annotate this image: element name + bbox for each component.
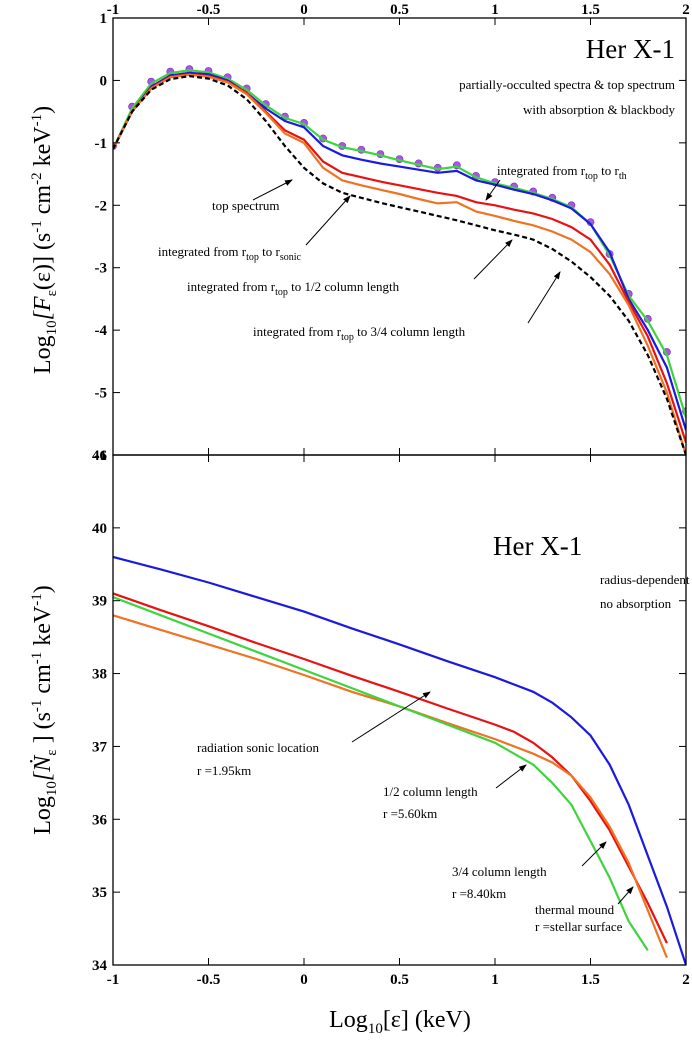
- x-tick-label: 1.5: [581, 2, 600, 18]
- title: Her X-1: [493, 531, 582, 561]
- y-tick-label: -6: [95, 448, 108, 464]
- y-tick-label: -1: [95, 136, 108, 152]
- y-tick-label: 37: [92, 739, 108, 755]
- annotation: integrated from rtop to 3/4 column lengt…: [253, 324, 466, 343]
- y-axis-label: Log10[Ṅε ] (s-1 cm-1 keV-1): [29, 585, 60, 834]
- y-tick-label: -4: [95, 323, 108, 339]
- y-tick-label: 39: [92, 594, 107, 610]
- y-tick-label: 35: [92, 885, 107, 901]
- series-line: [113, 73, 686, 455]
- arrow: [581, 841, 607, 867]
- annotation: integrated from rtop to rth: [497, 163, 627, 182]
- annotation: r =5.60km: [383, 806, 437, 821]
- annotation: r =8.40km: [452, 886, 506, 901]
- annotation: integrated from rtop to 1/2 column lengt…: [187, 279, 400, 298]
- plot-frame: [112, 454, 687, 966]
- x-tick-label: 0: [300, 2, 308, 18]
- plot-area: [113, 555, 686, 965]
- y-tick-label: -2: [95, 198, 108, 214]
- annotation: r =1.95km: [197, 763, 251, 778]
- plots: -1 -0.5 0 0.5 1 1.5 2 1 0 -1 -2 -3 -4 -5 -6 -1 -0.5 0 0.5 1…: [92, 2, 690, 988]
- x-tick-label: 0.5: [390, 972, 409, 988]
- annotation: 1/2 column length: [383, 784, 478, 799]
- subtitle: no absorption: [600, 596, 672, 611]
- x-tick-label: -1: [107, 2, 120, 18]
- x-tick-label: -1: [107, 972, 120, 988]
- annotation: 3/4 column length: [452, 864, 547, 879]
- x-tick-label: 1: [491, 972, 499, 988]
- annotation: thermal mound: [535, 902, 615, 917]
- y-tick-label: 40: [92, 521, 107, 537]
- y-tick-label: 36: [92, 812, 108, 828]
- series-line: [113, 592, 668, 944]
- plot-area: [113, 65, 686, 455]
- series-line: [113, 555, 686, 965]
- subtitle: radius-dependent spectra: [600, 572, 692, 587]
- series-line: [113, 614, 668, 959]
- y-tick-label: -3: [95, 261, 108, 277]
- x-tick-label: 2: [682, 972, 690, 988]
- y-tick-label: 0: [100, 73, 108, 89]
- subtitle: partially-occulted spectra & top spectru…: [459, 77, 675, 92]
- y-tick-label: 1: [100, 11, 108, 27]
- y-tick-label: 38: [92, 667, 107, 683]
- y-tick-label: 41: [92, 448, 107, 464]
- annotation: r =stellar surface: [535, 919, 623, 934]
- y-tick-label: -5: [95, 386, 108, 402]
- series-line: [113, 596, 649, 952]
- series-line: [113, 71, 686, 431]
- x-axis-label: Log10[ε] (keV): [329, 1007, 471, 1037]
- arrow: [473, 239, 513, 280]
- arrow: [495, 764, 527, 789]
- series-line: [113, 74, 686, 455]
- title: Her X-1: [586, 34, 675, 64]
- x-tick-label: -0.5: [197, 972, 221, 988]
- arrow: [617, 886, 634, 905]
- x-tick-label: 0: [300, 972, 308, 988]
- annotation: radiation sonic location: [197, 740, 320, 755]
- arrow: [305, 195, 351, 246]
- arrow: [527, 271, 561, 324]
- annotation: top spectrum: [212, 198, 280, 213]
- x-tick-label: -0.5: [197, 2, 221, 18]
- x-tick-label: 0.5: [390, 2, 409, 18]
- arrow: [252, 179, 293, 201]
- arrow: [351, 691, 431, 743]
- arrow: [485, 179, 501, 201]
- annotation: integrated from rtop to rsonic: [158, 244, 301, 263]
- y-axis-label: Log10[Fε(ε)] (s-1 cm-2 keV-1): [29, 106, 60, 374]
- y-tick-label: 34: [92, 958, 108, 974]
- x-tick-label: 1.5: [581, 972, 600, 988]
- x-tick-label: 1: [491, 2, 499, 18]
- subtitle: with absorption & blackbody: [523, 102, 676, 117]
- x-tick-label: 2: [682, 2, 690, 18]
